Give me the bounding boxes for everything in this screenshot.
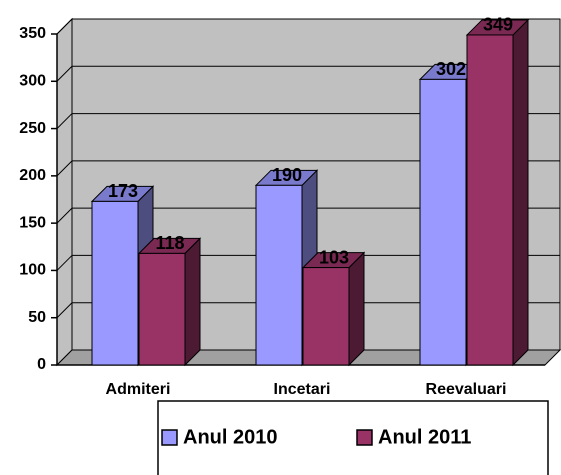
bar [302, 267, 350, 366]
bar [466, 34, 514, 366]
legend-label: Anul 2010 [183, 426, 277, 448]
legend-box [157, 400, 549, 475]
bar-side [184, 237, 201, 367]
legend-swatch [356, 429, 373, 446]
value-label: 118 [155, 233, 184, 253]
grid-line [56, 302, 73, 319]
grid-line [56, 113, 73, 129]
y-tick-label: 200 [19, 167, 46, 184]
x-tick-label: Incetari [274, 381, 331, 398]
y-tick-label: 0 [37, 356, 46, 373]
bar-side [348, 251, 365, 367]
value-label: 173 [108, 181, 138, 201]
grid-line [56, 65, 73, 82]
bar [91, 200, 139, 366]
value-label: 302 [436, 59, 466, 79]
bar [138, 252, 186, 366]
bar [419, 78, 467, 366]
x-tick-label: Admiteri [106, 381, 171, 398]
grid-line [56, 160, 73, 177]
value-label: 103 [319, 247, 349, 267]
legend-label: Anul 2011 [378, 426, 471, 448]
grid-line [56, 18, 73, 35]
x-tick-label: Reevaluari [426, 381, 507, 398]
bar [255, 184, 303, 366]
y-tick-label: 300 [19, 73, 46, 90]
y-tick-label: 350 [19, 25, 46, 42]
y-tick-label: 150 [19, 214, 46, 231]
value-label: 349 [483, 15, 513, 35]
grid-line [56, 207, 73, 224]
y-tick-label: 250 [19, 120, 46, 137]
y-tick-label: 50 [28, 309, 46, 326]
legend-swatch [161, 429, 178, 446]
left-wall [56, 17, 73, 367]
value-label: 190 [272, 165, 302, 185]
grid-line [56, 255, 73, 271]
y-tick-label: 100 [19, 262, 46, 279]
bar-side [512, 18, 529, 367]
